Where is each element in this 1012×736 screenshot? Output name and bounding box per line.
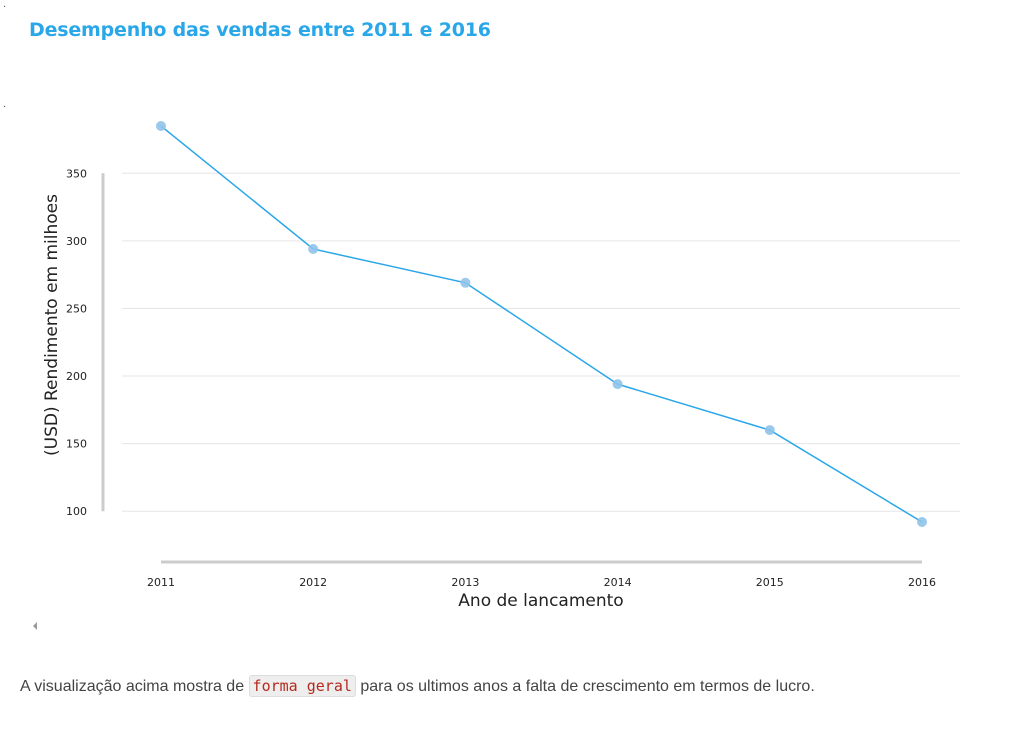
grid-lines bbox=[122, 172, 960, 512]
caption-code: forma geral bbox=[248, 675, 356, 697]
caption-text: A visualização acima mostra de forma ger… bbox=[20, 675, 815, 697]
data-point bbox=[460, 277, 471, 288]
y-tick-label: 200 bbox=[66, 370, 87, 383]
data-point bbox=[917, 517, 927, 527]
y-tick-label: 250 bbox=[66, 302, 87, 315]
series-markers bbox=[156, 121, 927, 527]
data-point bbox=[156, 121, 166, 131]
y-tick-label: 100 bbox=[66, 505, 87, 518]
x-tick-labels: 2011 2012 2013 2014 2015 2016 bbox=[147, 576, 936, 589]
y-tick-labels: 100 150 200 250 300 350 bbox=[66, 167, 87, 518]
y-tick-label: 350 bbox=[66, 167, 87, 180]
x-tick-label: 2013 bbox=[451, 576, 479, 589]
caption-before: A visualização acima mostra de bbox=[20, 678, 249, 695]
x-tick-label: 2012 bbox=[299, 576, 327, 589]
cell-marker: . bbox=[3, 99, 7, 110]
y-tick-label: 300 bbox=[66, 235, 87, 248]
data-point bbox=[308, 243, 319, 254]
x-tick-label: 2014 bbox=[604, 576, 632, 589]
x-tick-label: 2011 bbox=[147, 576, 175, 589]
chart-title: Desempenho das vendas entre 2011 e 2016 bbox=[29, 19, 491, 41]
y-axis-label: (USD) Rendimento em milhoes bbox=[42, 194, 62, 456]
x-axis-label: Ano de lancamento bbox=[458, 591, 623, 611]
x-tick-label: 2016 bbox=[908, 576, 936, 589]
series-line bbox=[160, 125, 923, 523]
cell-marker: . bbox=[3, 0, 7, 10]
data-point bbox=[612, 379, 623, 390]
y-tick-label: 150 bbox=[66, 438, 87, 451]
caption-after: para os ultimos anos a falta de crescime… bbox=[355, 678, 815, 695]
x-tick-label: 2015 bbox=[756, 576, 784, 589]
data-point bbox=[764, 425, 775, 436]
scroll-left-icon[interactable] bbox=[33, 622, 37, 630]
